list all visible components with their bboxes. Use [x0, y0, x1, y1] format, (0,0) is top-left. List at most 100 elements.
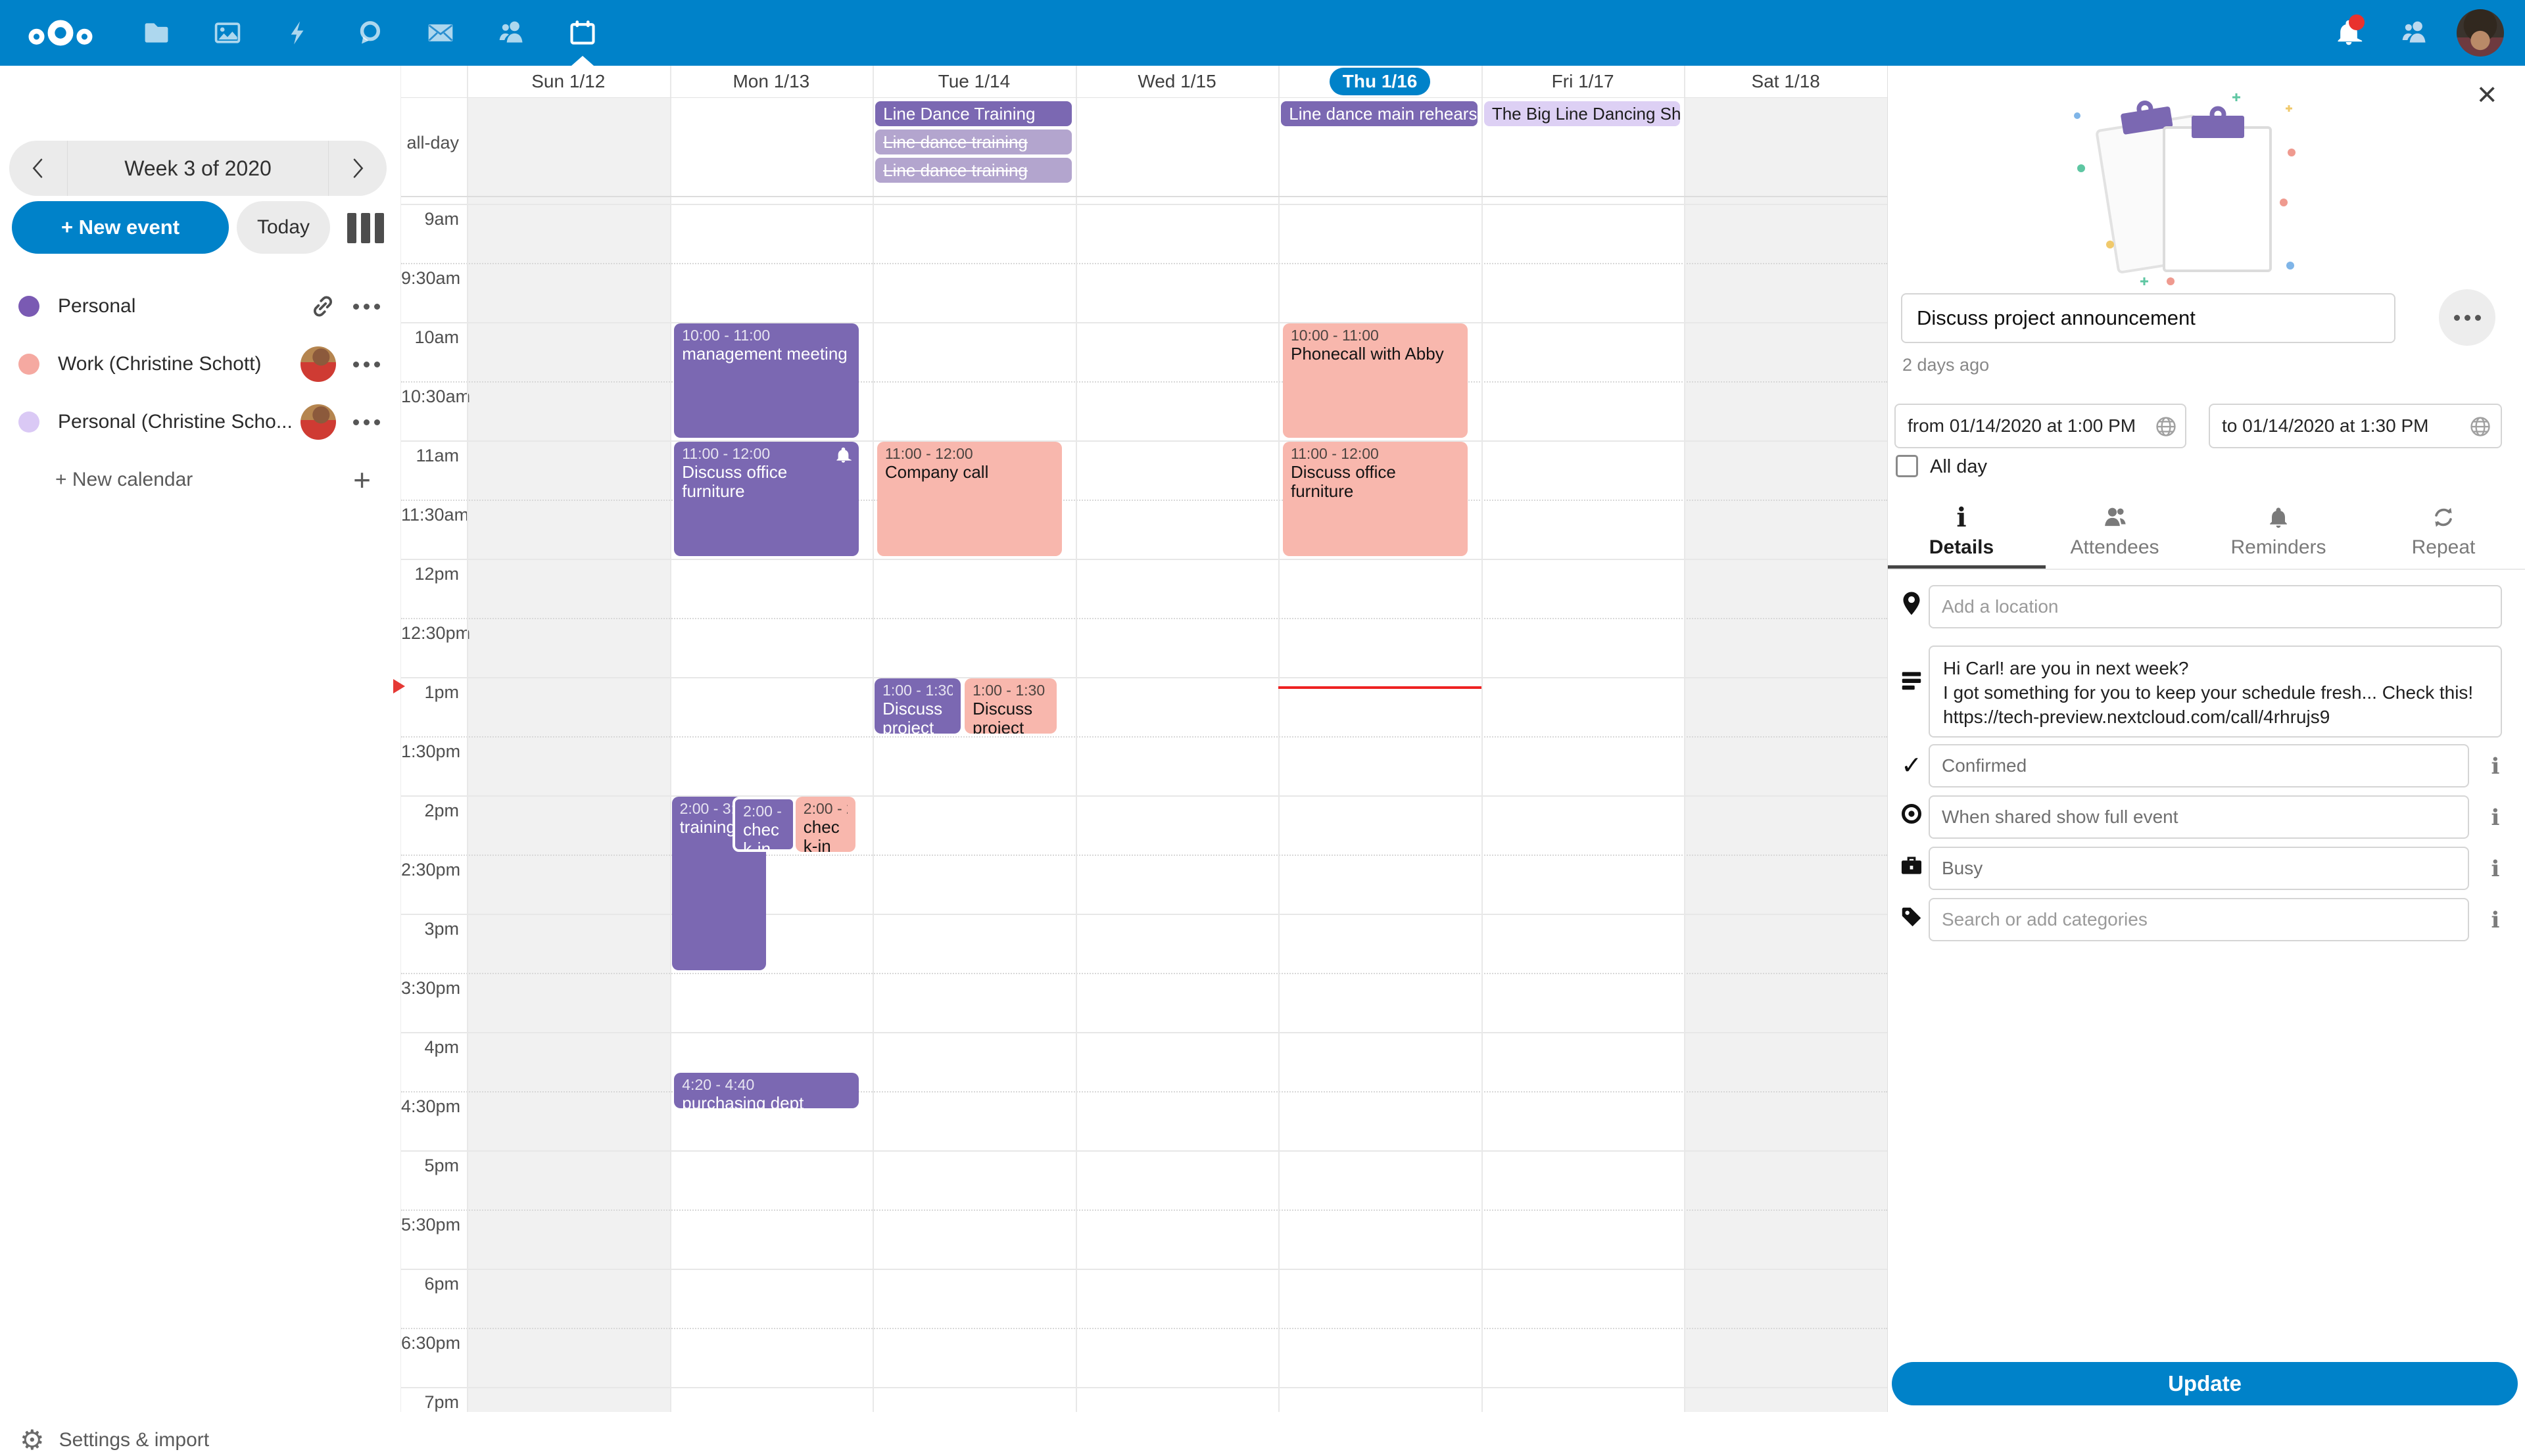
column-line: [873, 66, 875, 1412]
allday-border: [401, 196, 1887, 197]
calendar-menu-icon[interactable]: [353, 303, 380, 310]
time-label: 7pm: [424, 1392, 459, 1412]
sidebar-calendar-item[interactable]: Personal: [0, 277, 401, 335]
calendar-name-label: Personal: [58, 295, 136, 317]
column-line: [1481, 66, 1483, 1412]
tab-details[interactable]: i Details: [1889, 500, 2034, 565]
today-button[interactable]: Today: [237, 201, 330, 254]
column-line: [467, 66, 468, 1412]
busy-briefcase-icon: [1897, 853, 1926, 878]
calendar-color-dot: [18, 354, 39, 375]
status-info-icon[interactable]: i: [2491, 753, 2500, 780]
calendar-menu-icon[interactable]: [353, 361, 380, 367]
calendar-icon[interactable]: [547, 0, 618, 66]
day-header[interactable]: Tue 1/14: [873, 66, 1076, 97]
slot-line: [401, 500, 1887, 501]
calendar-menu-icon[interactable]: [353, 419, 380, 425]
contacts-menu-icon[interactable]: [2382, 0, 2447, 66]
calendar-event[interactable]: 11:00 - 12:00 Discuss office furniture: [674, 442, 859, 556]
slot-line: [401, 559, 1887, 560]
visibility-info-icon[interactable]: i: [2491, 805, 2500, 831]
calendar-event[interactable]: 11:00 - 12:00 Discuss office furniture: [1282, 442, 1468, 556]
settings-and-import[interactable]: ⚙ Settings & import: [20, 1424, 209, 1456]
tab-repeat[interactable]: Repeat: [2371, 500, 2516, 565]
week-label[interactable]: Week 3 of 2020: [67, 141, 329, 196]
sidebar-calendar-item[interactable]: Work (Christine Schott): [0, 335, 401, 393]
mail-icon[interactable]: [405, 0, 476, 66]
event-title-input[interactable]: [1901, 293, 2395, 343]
day-header-label: Mon 1/13: [733, 71, 810, 91]
tab-label: Details: [1929, 536, 1994, 558]
calendar-event[interactable]: 11:00 - 12:00 Company call: [877, 442, 1062, 556]
calendar-event[interactable]: 10:00 - 11:00 Phonecall with Abby: [1282, 323, 1468, 438]
calendar-event[interactable]: 10:00 - 11:00 management meeting: [674, 323, 859, 438]
navbar-right: [2316, 0, 2525, 66]
tab-reminders[interactable]: Reminders: [2206, 500, 2351, 565]
user-menu[interactable]: [2447, 0, 2513, 66]
event-time-label: 1:00 - 1:30: [973, 682, 1046, 699]
description-textarea[interactable]: Hi Carl! are you in next week? I got som…: [1929, 646, 2502, 738]
photos-icon[interactable]: [192, 0, 263, 66]
slot-line: [401, 263, 1887, 264]
calendar-event[interactable]: 2:00 - 2:30check-in: [733, 797, 796, 852]
column-line: [1684, 66, 1686, 1412]
calendar-color-dot: [18, 411, 39, 433]
event-actions-menu-icon[interactable]: [2439, 289, 2495, 346]
event-title-label: management meeting: [682, 344, 848, 364]
view-toggle-icon[interactable]: [347, 213, 384, 243]
calendar-sidebar: Week 3 of 2020 + New event Today Persona…: [0, 66, 401, 1455]
allday-event[interactable]: Line dance training: [875, 129, 1072, 154]
allday-event[interactable]: Line Dance Training: [875, 101, 1072, 126]
calendar-event[interactable]: 1:00 - 1:30 Discuss project: [965, 678, 1057, 734]
app-menu: [0, 0, 618, 66]
allday-event[interactable]: Line dance training: [875, 158, 1072, 183]
close-icon[interactable]: ×: [2477, 76, 2497, 114]
previous-week-button[interactable]: [9, 141, 67, 196]
column-line: [1278, 66, 1280, 1412]
visibility-select[interactable]: When shared show full event: [1929, 795, 2469, 839]
calendar-event[interactable]: 4:20 - 4:40 purchasing dept: [674, 1073, 859, 1108]
start-datetime-input[interactable]: [1894, 404, 2186, 448]
talk-icon[interactable]: [334, 0, 405, 66]
notifications-bell-icon[interactable]: [2316, 0, 2382, 66]
day-header[interactable]: Fri 1/17: [1481, 66, 1685, 97]
event-time-label: 2:00 - 2:30: [803, 800, 848, 817]
all-day-checkbox[interactable]: [1896, 455, 1918, 477]
repeat-icon: [2430, 500, 2457, 531]
allday-event[interactable]: Line dance main rehearsal: [1281, 101, 1478, 126]
activity-icon[interactable]: [263, 0, 334, 66]
calendar-list: Personal Work (Christine Schott) Personal …: [0, 277, 401, 509]
time-label: 6pm: [424, 1274, 459, 1294]
nextcloud-logo[interactable]: [0, 0, 121, 66]
day-header[interactable]: Wed 1/15: [1076, 66, 1279, 97]
location-input[interactable]: [1929, 585, 2502, 628]
calendar-event[interactable]: 2:00 - 2:30check-in: [795, 797, 855, 852]
column-line: [669, 66, 671, 1412]
freebusy-info-icon[interactable]: i: [2491, 856, 2500, 882]
contacts-icon[interactable]: [476, 0, 547, 66]
new-calendar-button[interactable]: + New calendar +: [0, 451, 401, 509]
share-link-icon[interactable]: [310, 293, 336, 319]
categories-info-icon[interactable]: i: [2491, 907, 2500, 933]
categories-input[interactable]: [1929, 898, 2469, 941]
week-navigation: Week 3 of 2020: [9, 141, 387, 196]
day-header[interactable]: Sun 1/12: [467, 66, 670, 97]
settings-label: Settings & import: [59, 1428, 210, 1451]
next-week-button[interactable]: [329, 141, 387, 196]
end-datetime-input[interactable]: [2209, 404, 2502, 448]
tab-label: Repeat: [2411, 536, 2476, 558]
files-icon[interactable]: [121, 0, 192, 66]
event-title-label: purchasing dept: [682, 1093, 804, 1109]
status-select[interactable]: Confirmed: [1929, 744, 2469, 787]
day-header-today[interactable]: Thu 1/16: [1278, 66, 1481, 97]
new-event-button[interactable]: + New event: [12, 201, 229, 254]
day-header[interactable]: Sat 1/18: [1684, 66, 1887, 97]
update-button[interactable]: Update: [1892, 1362, 2518, 1405]
freebusy-select[interactable]: Busy: [1929, 847, 2469, 890]
event-title-label: Company call: [884, 462, 989, 482]
day-header[interactable]: Mon 1/13: [670, 66, 873, 97]
sidebar-calendar-item[interactable]: Personal (Christine Scho...: [0, 393, 401, 451]
tab-attendees[interactable]: Attendees: [2042, 500, 2187, 565]
allday-event[interactable]: The Big Line Dancing Show: [1483, 101, 1681, 126]
